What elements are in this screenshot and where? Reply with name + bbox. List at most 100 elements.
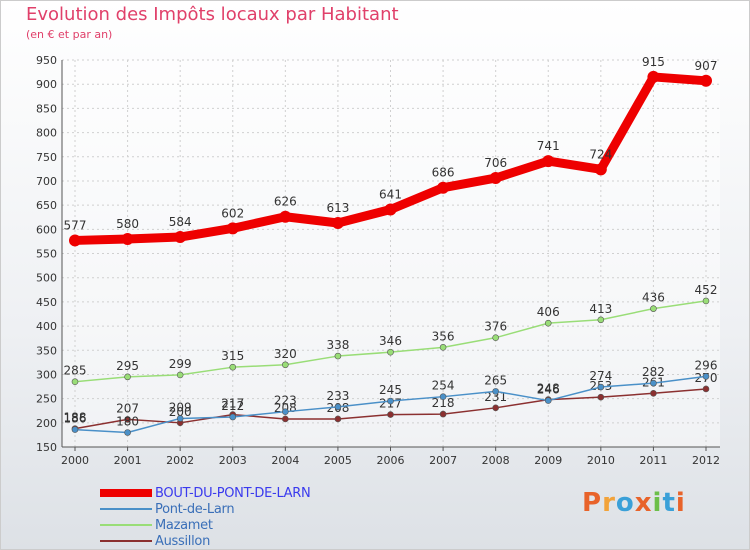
data-point xyxy=(229,363,237,371)
data-label: 200 xyxy=(169,405,192,419)
data-point xyxy=(71,426,79,433)
data-point xyxy=(597,316,605,324)
data-label: 246 xyxy=(537,383,560,397)
x-tick-label: 2010 xyxy=(587,454,615,467)
data-point xyxy=(124,373,131,381)
data-point xyxy=(650,390,657,397)
logo-letter: r xyxy=(602,488,616,518)
data-point xyxy=(650,379,657,387)
data-point xyxy=(492,334,499,341)
data-label: 223 xyxy=(274,394,297,408)
y-tick-label: 650 xyxy=(36,199,57,212)
x-tick-label: 2008 xyxy=(482,454,510,467)
data-point xyxy=(594,163,607,176)
logo-letter: i xyxy=(652,488,663,518)
data-point xyxy=(439,344,447,351)
data-label: 577 xyxy=(64,218,87,232)
data-label: 315 xyxy=(221,349,244,363)
data-point xyxy=(229,413,237,421)
data-point xyxy=(176,371,184,379)
y-tick-label: 950 xyxy=(36,54,57,67)
data-label: 626 xyxy=(274,195,297,209)
data-point xyxy=(282,361,289,369)
x-tick-label: 2005 xyxy=(324,454,352,467)
y-tick-label: 700 xyxy=(36,175,57,188)
y-tick-label: 850 xyxy=(36,102,57,115)
logo-letter: o xyxy=(615,488,635,518)
data-point xyxy=(700,74,712,87)
data-label: 274 xyxy=(589,369,612,383)
data-point xyxy=(384,203,397,216)
logo-letter: t xyxy=(662,488,676,518)
data-point xyxy=(387,411,394,418)
data-point xyxy=(437,181,450,194)
y-tick-label: 400 xyxy=(36,320,57,333)
data-label: 186 xyxy=(64,412,87,426)
data-point xyxy=(544,397,552,404)
data-label: 320 xyxy=(274,347,297,361)
logo-letter: x xyxy=(634,488,653,518)
data-label: 218 xyxy=(432,396,455,410)
y-tick-label: 900 xyxy=(36,78,57,91)
data-label: 584 xyxy=(169,215,192,229)
data-label: 915 xyxy=(642,55,665,69)
y-tick-label: 350 xyxy=(36,344,57,357)
x-tick-label: 2000 xyxy=(61,454,89,467)
plot-area xyxy=(62,60,720,447)
data-label: 212 xyxy=(221,399,244,413)
data-label: 436 xyxy=(642,291,665,305)
data-point xyxy=(334,352,342,360)
y-tick-label: 200 xyxy=(36,417,57,430)
legend-item: Mazamet xyxy=(100,517,310,533)
legend-swatch xyxy=(100,540,152,542)
data-point xyxy=(647,70,660,83)
legend-item: Pont-de-Larn xyxy=(100,501,310,517)
data-label: 233 xyxy=(326,389,349,403)
data-point xyxy=(226,222,239,235)
data-point xyxy=(650,305,657,312)
data-label: 265 xyxy=(484,373,507,387)
data-label: 245 xyxy=(379,383,402,397)
logo-letter: i xyxy=(675,488,686,518)
data-label: 180 xyxy=(116,414,139,428)
legend-swatch xyxy=(100,508,152,510)
chart-legend: BOUT-DU-PONT-DE-LARN Pont-de-Larn Mazamet A… xyxy=(100,485,311,549)
y-tick-label: 800 xyxy=(36,127,57,140)
data-label: 376 xyxy=(484,320,507,334)
data-point xyxy=(489,172,502,185)
legend-item: BOUT-DU-PONT-DE-LARN xyxy=(100,485,311,501)
data-point xyxy=(439,393,447,400)
data-point xyxy=(69,234,81,247)
data-point xyxy=(702,385,710,393)
y-tick-label: 600 xyxy=(36,223,57,236)
data-point xyxy=(542,155,555,168)
data-point xyxy=(702,297,710,305)
data-point xyxy=(71,378,79,385)
data-point xyxy=(439,410,447,418)
y-tick-label: 750 xyxy=(36,151,57,164)
data-point xyxy=(597,383,605,391)
data-label: 686 xyxy=(432,166,455,180)
x-tick-label: 2002 xyxy=(166,454,194,467)
data-label: 296 xyxy=(695,358,718,372)
y-tick-label: 500 xyxy=(36,272,57,285)
data-point xyxy=(334,415,342,423)
logo-letter: P xyxy=(582,488,603,518)
data-point xyxy=(702,373,710,380)
data-label: 406 xyxy=(537,305,560,319)
data-label: 295 xyxy=(116,359,139,373)
legend-label: Pont-de-Larn xyxy=(155,501,235,517)
data-label: 907 xyxy=(695,59,718,73)
proxiti-logo: Proxiti xyxy=(582,488,686,518)
x-tick-label: 2003 xyxy=(219,454,247,467)
data-point xyxy=(334,403,342,411)
data-label: 641 xyxy=(379,187,402,201)
y-tick-label: 150 xyxy=(36,441,57,454)
data-label: 207 xyxy=(116,401,139,415)
data-point xyxy=(282,415,289,423)
x-tick-label: 2004 xyxy=(271,454,299,467)
data-label: 231 xyxy=(484,390,507,404)
data-label: 413 xyxy=(589,302,612,316)
data-label: 285 xyxy=(64,364,87,378)
